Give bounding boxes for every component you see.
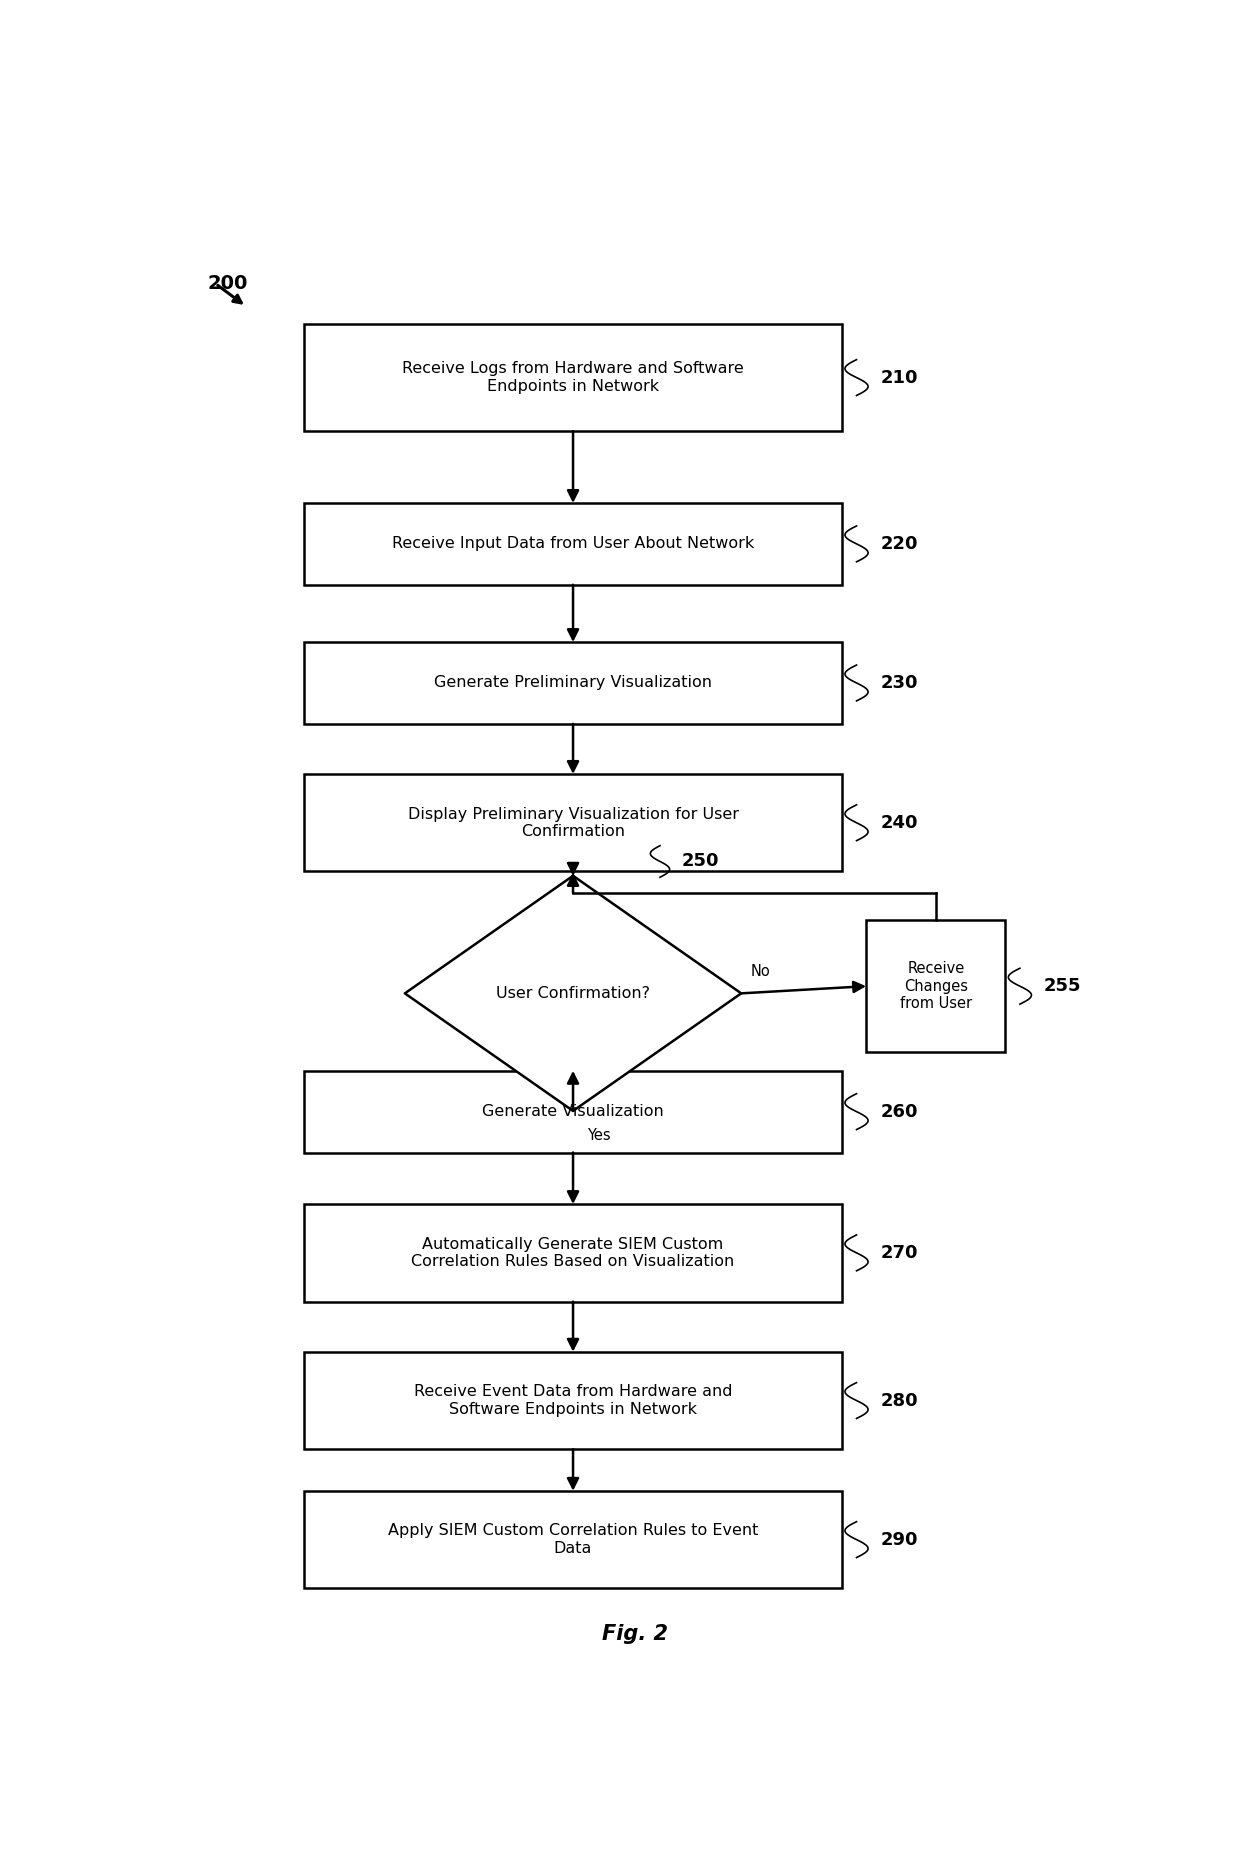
Text: 240: 240	[880, 814, 918, 832]
Text: 220: 220	[880, 534, 918, 553]
Text: 280: 280	[880, 1391, 918, 1410]
FancyBboxPatch shape	[304, 1205, 842, 1302]
FancyBboxPatch shape	[304, 324, 842, 432]
Text: Automatically Generate SIEM Custom
Correlation Rules Based on Visualization: Automatically Generate SIEM Custom Corre…	[412, 1236, 734, 1270]
FancyBboxPatch shape	[304, 1352, 842, 1449]
Text: Fig. 2: Fig. 2	[603, 1624, 668, 1644]
Text: Receive Input Data from User About Network: Receive Input Data from User About Netwo…	[392, 536, 754, 551]
FancyBboxPatch shape	[866, 920, 1006, 1052]
Text: 255: 255	[1044, 978, 1081, 994]
Polygon shape	[404, 875, 742, 1112]
Text: Receive
Changes
from User: Receive Changes from User	[900, 961, 972, 1011]
Text: Generate Preliminary Visualization: Generate Preliminary Visualization	[434, 676, 712, 691]
FancyBboxPatch shape	[304, 1071, 842, 1153]
Text: 270: 270	[880, 1244, 918, 1262]
Text: Yes: Yes	[588, 1128, 611, 1143]
Text: 200: 200	[208, 274, 248, 292]
Text: 290: 290	[880, 1531, 918, 1549]
Text: 210: 210	[880, 369, 918, 387]
FancyBboxPatch shape	[304, 642, 842, 724]
Text: Apply SIEM Custom Correlation Rules to Event
Data: Apply SIEM Custom Correlation Rules to E…	[388, 1523, 758, 1557]
Text: 250: 250	[681, 853, 719, 870]
FancyBboxPatch shape	[304, 775, 842, 871]
FancyBboxPatch shape	[304, 1491, 842, 1588]
Text: Receive Logs from Hardware and Software
Endpoints in Network: Receive Logs from Hardware and Software …	[402, 361, 744, 393]
Text: 230: 230	[880, 674, 918, 693]
Text: Generate Visualization: Generate Visualization	[482, 1104, 663, 1119]
FancyBboxPatch shape	[304, 503, 842, 585]
Text: 260: 260	[880, 1102, 918, 1121]
Text: User Confirmation?: User Confirmation?	[496, 985, 650, 1002]
Text: No: No	[751, 965, 770, 979]
Text: Receive Event Data from Hardware and
Software Endpoints in Network: Receive Event Data from Hardware and Sof…	[414, 1383, 733, 1417]
Text: Display Preliminary Visualization for User
Confirmation: Display Preliminary Visualization for Us…	[408, 806, 739, 840]
